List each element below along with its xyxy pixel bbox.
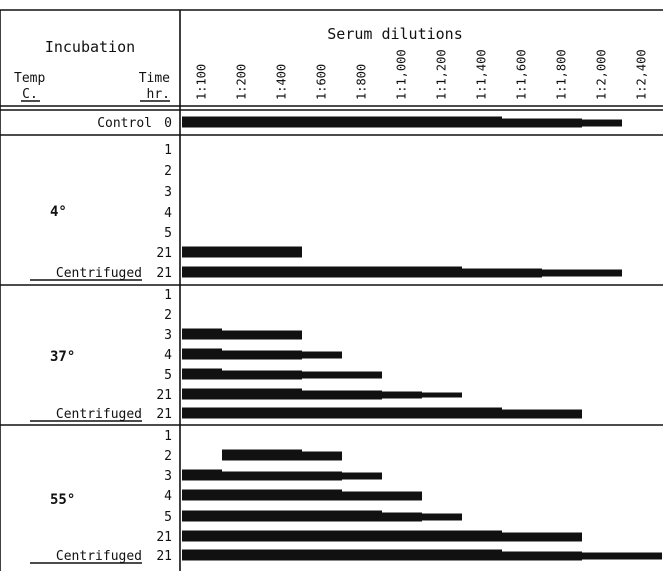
time-value: 3 [164,469,172,484]
time-unit: hr. [147,87,170,102]
dilution-tick-label: 1:400 [275,64,289,100]
time-value: 1 [164,143,172,158]
bar-segment [582,119,622,127]
time-value: 21 [156,407,172,422]
bar-segment [222,370,302,380]
dilution-tick-label: 1:2,400 [635,49,649,100]
time-value: 5 [164,226,172,241]
bar-segment [302,371,382,379]
time-value: 21 [156,530,172,545]
bar-segment [182,328,222,340]
bar-segment [502,409,582,419]
chart-title: Serum dilutions [327,25,462,43]
row-label: Centrifuged [56,549,142,564]
dilution-tick-label: 1:1,200 [435,49,449,100]
time-value: 21 [156,246,172,261]
time-value: 5 [164,368,172,383]
temperature-label: 37° [50,349,75,365]
time-value: 1 [164,288,172,303]
bar-segment [182,510,382,522]
bar-segment [222,471,342,481]
bar-segment [422,392,462,398]
row-labels: 0Control4°123452121Centrifuged37°1234521… [30,116,172,564]
bars [182,116,662,561]
bar-segment [222,350,302,360]
bar-segment [422,513,462,521]
dilution-tick-label: 1:1,800 [555,49,569,100]
bar-segment [342,472,382,480]
bar-segment [182,407,502,419]
bar-segment [182,469,222,481]
bar-segment [502,118,582,128]
time-value: 0 [164,116,172,131]
bar-segment [502,551,582,561]
chart-frame [0,9,663,571]
bar-segment [182,368,222,380]
bar-segment [382,512,422,522]
time-value: 4 [164,348,172,363]
bar-segment [502,532,582,542]
bar-segment [542,269,622,277]
time-value: 2 [164,164,172,179]
bar-segment [182,246,302,258]
bar-segment [582,552,662,560]
dilution-tick-label: 1:100 [195,64,209,100]
time-value: 2 [164,449,172,464]
time-value: 5 [164,510,172,525]
temp-unit: C. [22,87,38,102]
bar-segment [182,530,502,542]
time-value: 4 [164,489,172,504]
bar-segment [222,330,302,340]
bar-segment [302,351,342,359]
row-label: Control [97,116,152,131]
bar-segment [382,391,422,399]
dilution-tick-labels: 1:100 1:200 1:400 1:600 1:800 1:1,000 1:1,200 1… [195,49,649,100]
header: Incubation Temp C. Time hr. Serum diluti… [14,25,463,102]
bar-segment [342,491,422,501]
time-value: 3 [164,185,172,200]
dilution-tick-label: 1:1,400 [475,49,489,100]
bar-segment [182,116,502,128]
bar-segment [182,489,342,501]
time-value: 21 [156,549,172,564]
time-value: 3 [164,328,172,343]
temperature-label: 55° [50,492,75,508]
temp-label: Temp [14,71,45,86]
temperature-label: 4° [50,204,67,220]
dilution-tick-label: 1:2,000 [595,49,609,100]
incubation-label: Incubation [45,38,135,56]
time-label: Time [139,71,170,86]
time-value: 21 [156,266,172,281]
bar-segment [182,388,302,400]
dilution-tick-label: 1:1,600 [515,49,529,100]
bar-segment [182,266,462,278]
dilution-tick-label: 1:800 [355,64,369,100]
row-label: Centrifuged [56,407,142,422]
bar-segment [222,449,302,461]
bar-segment [302,390,382,400]
bar-segment [182,348,222,360]
time-value: 4 [164,206,172,221]
bar-segment [462,268,542,278]
row-label: Centrifuged [56,266,142,281]
bar-segment [182,549,502,561]
dilution-tick-label: 1:600 [315,64,329,100]
time-value: 1 [164,429,172,444]
dilution-tick-label: 1:1,000 [395,49,409,100]
bar-segment [302,451,342,461]
time-value: 2 [164,308,172,323]
time-value: 21 [156,388,172,403]
dilution-tick-label: 1:200 [235,64,249,100]
